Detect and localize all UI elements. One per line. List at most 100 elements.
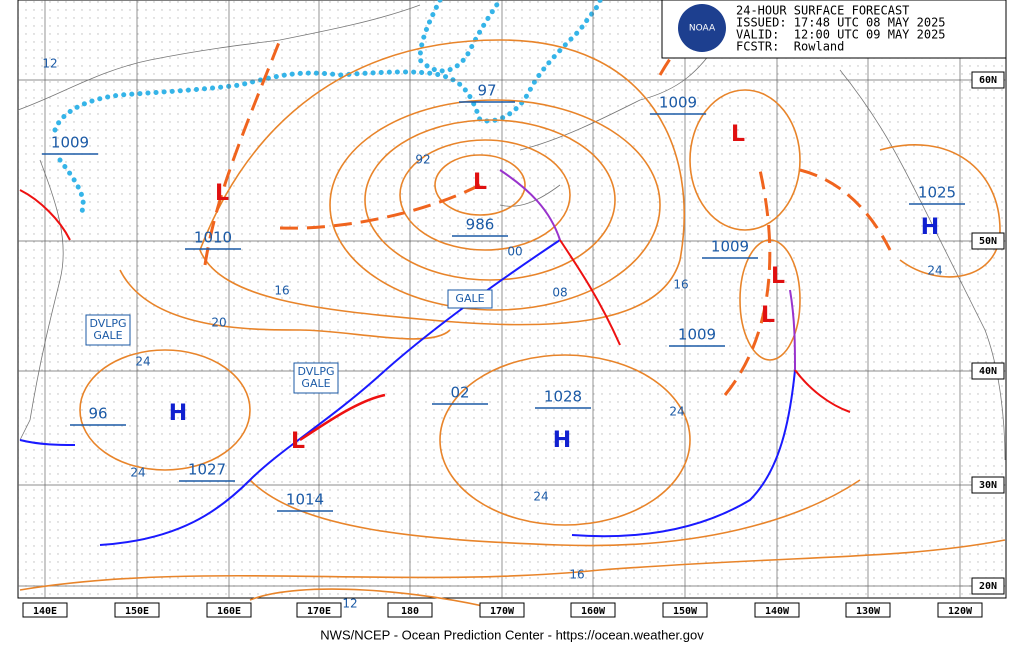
pressure-label: 1028 — [544, 388, 582, 406]
pressure-label: 1009 — [711, 238, 749, 256]
pressure-center: L — [771, 264, 785, 289]
pressure-label: 1009 — [51, 134, 89, 152]
lon-label-box — [937, 602, 983, 618]
warning-label: GALE — [301, 377, 330, 390]
occluded-front — [789, 289, 796, 371]
trough — [723, 169, 772, 396]
lon-label-box — [206, 602, 252, 618]
pressure-label: 1010 — [194, 229, 232, 247]
pressure-center: L — [215, 181, 229, 206]
isobar — [399, 139, 571, 251]
isobar-label: 16 — [569, 568, 584, 582]
pressure-label: 1009 — [659, 94, 697, 112]
isobar-label: 12 — [42, 57, 57, 71]
isobars — [19, 39, 1006, 611]
isobar — [79, 349, 251, 471]
forecast-track — [299, 393, 386, 442]
lon-label: 130W — [856, 606, 881, 617]
pressure-center: L — [761, 303, 775, 328]
ice-line — [57, 157, 86, 218]
coastlines — [17, 4, 1006, 461]
ice-edge — [52, 0, 603, 218]
lat-label: 20N — [979, 581, 997, 592]
lon-label-box — [570, 602, 616, 618]
lon-label: 160W — [581, 606, 606, 617]
isobar-label: 16 — [673, 278, 688, 292]
lon-label: 140W — [765, 606, 790, 617]
pressure-center: L — [473, 170, 487, 195]
isobar — [689, 89, 801, 231]
labels: 140E 150E 160E 170E 180 170W 160W 150W 140W 130W 1… — [22, 57, 1005, 618]
lon-label: 150E — [125, 606, 149, 617]
pressure-center: H — [921, 215, 939, 240]
coastline — [519, 39, 721, 151]
lon-label-box — [754, 602, 800, 618]
pressure-label: 1027 — [188, 461, 226, 479]
lat-label-box — [971, 232, 1005, 250]
coastline — [839, 69, 1006, 461]
header-line: ISSUED: 17:48 UTC 08 MAY 2025 — [736, 16, 946, 30]
warning-label: GALE — [93, 329, 122, 342]
header-line: VALID: 12:00 UTC 09 MAY 2025 — [736, 28, 946, 42]
isobar-label: 12 — [342, 597, 357, 611]
cold-front — [19, 439, 76, 446]
warning-box — [293, 362, 339, 394]
lon-label-box — [387, 602, 433, 618]
pressure-label: 1025 — [918, 184, 956, 202]
isobar-label: 24 — [669, 405, 684, 419]
warning-label: DVLPG — [89, 317, 126, 330]
warning-box — [85, 314, 131, 346]
lat-label: 40N — [979, 366, 997, 377]
ice-line — [417, 0, 503, 74]
isobar-label: 20 — [211, 316, 226, 330]
isobar-label: 92 — [415, 153, 430, 167]
footer: NWS/NCEP - Ocean Prediction Center - htt… — [320, 627, 704, 642]
warning-label: GALE — [455, 292, 484, 305]
trough — [799, 168, 892, 251]
isobar — [434, 154, 526, 216]
warm-front — [19, 189, 71, 241]
lat-label-box — [971, 577, 1005, 595]
coastline — [19, 159, 64, 441]
isobar — [249, 479, 861, 547]
pressure-label: 986 — [466, 216, 495, 234]
isobar — [199, 39, 685, 326]
pressure-label: 97 — [477, 82, 496, 100]
warning-box — [447, 289, 493, 309]
cold-front — [571, 369, 796, 538]
lat-label: 50N — [979, 236, 997, 247]
lon-label-box — [296, 602, 342, 618]
pressure-label: 96 — [88, 405, 107, 423]
warning-label: DVLPG — [297, 365, 334, 378]
logo — [678, 4, 726, 52]
pressure-label: 1014 — [286, 491, 324, 509]
coastline — [17, 4, 421, 111]
isobar — [329, 99, 661, 311]
logo-text: NOAA — [689, 24, 716, 34]
lon-label-box — [662, 602, 708, 618]
lon-label: 120W — [948, 606, 973, 617]
lon-label-box — [114, 602, 160, 618]
lon-label: 160E — [217, 606, 241, 617]
lon-label-box — [479, 602, 525, 618]
lat-label-box — [971, 71, 1005, 89]
ice-line — [52, 0, 603, 133]
isobar-label: 00 — [507, 245, 522, 259]
map-frame — [17, 0, 1007, 599]
pressure-center: L — [731, 122, 745, 147]
lat-label: 30N — [979, 480, 997, 491]
pressure-label: 02 — [450, 384, 469, 402]
warm-front — [794, 369, 851, 413]
lon-label-box — [22, 602, 68, 618]
lat-label-box — [971, 362, 1005, 380]
isobar — [249, 588, 501, 611]
lat-label-box — [971, 476, 1005, 494]
pressure-center: H — [169, 401, 187, 426]
trough — [203, 39, 282, 266]
pressure-center: L — [291, 429, 305, 454]
isobar-label: 24 — [130, 466, 145, 480]
lon-label: 170W — [490, 606, 515, 617]
coastline — [499, 184, 561, 207]
header-line: 24-HOUR SURFACE FORECAST — [736, 4, 909, 18]
